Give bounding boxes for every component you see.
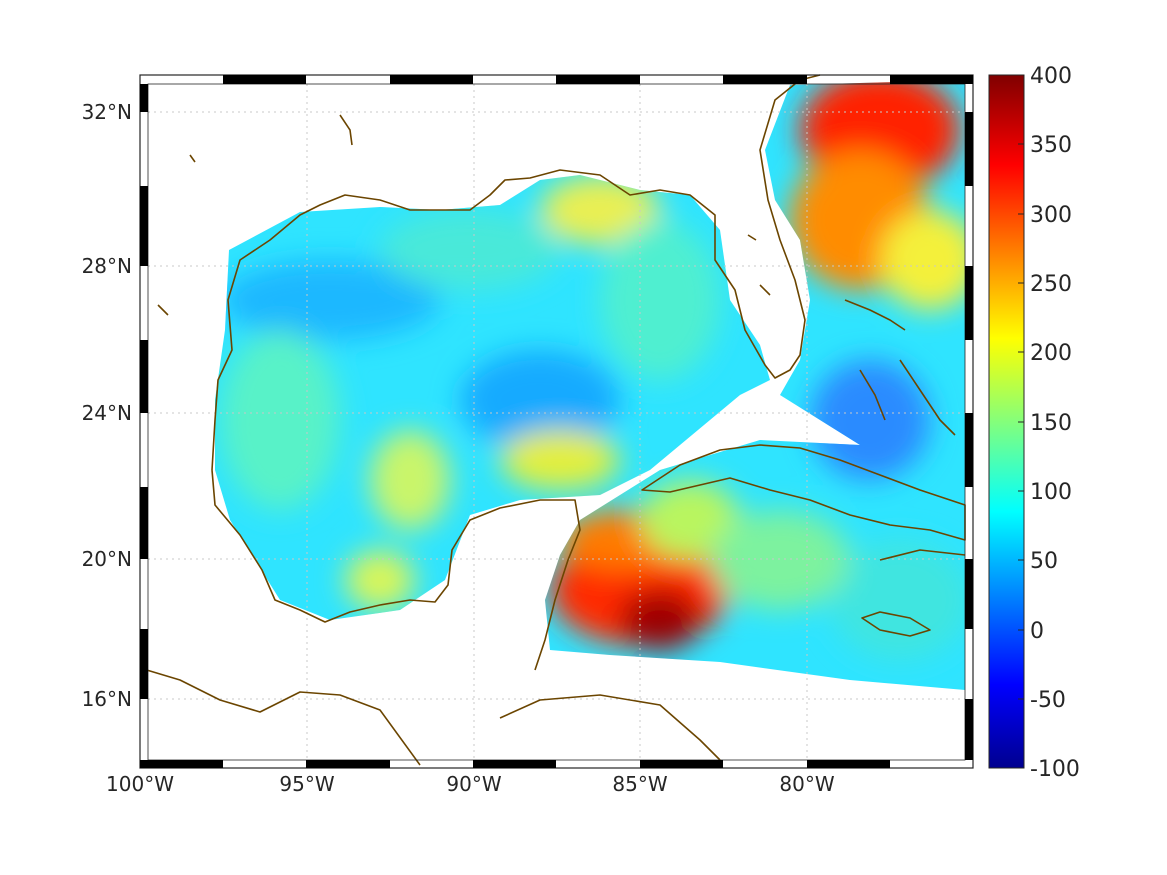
coastline-mexico bbox=[211, 469, 581, 671]
colorbar-tick-label: 250 bbox=[1030, 272, 1072, 297]
coastline-honduras bbox=[499, 694, 721, 761]
y-tick-label: 16°N bbox=[82, 687, 132, 711]
coastline-central-america bbox=[139, 667, 421, 766]
x-tick-label: 80°W bbox=[779, 772, 834, 796]
x-tick-labels: 100°W 95°W 90°W 85°W 80°W bbox=[106, 772, 835, 796]
coastline-bahamas bbox=[844, 299, 956, 436]
colorbar: 400 350 300 250 200 150 100 50 0 -50 -10… bbox=[988, 64, 1080, 782]
x-tick-label: 90°W bbox=[446, 772, 501, 796]
colorbar-tick-label: 300 bbox=[1030, 203, 1072, 228]
frame-segments-horizontal bbox=[140, 75, 973, 768]
coastline-us-gulf bbox=[211, 74, 821, 471]
colorbar-tick-label: 0 bbox=[1030, 619, 1044, 644]
colorbar-ticks bbox=[1018, 143, 1024, 700]
colorbar-tick-label: 400 bbox=[1030, 64, 1072, 89]
y-tick-label: 28°N bbox=[82, 254, 132, 278]
colorbar-tick-label: 50 bbox=[1030, 549, 1058, 574]
coastline-islands bbox=[157, 114, 771, 316]
y-tick-labels: 32°N 28°N 24°N 20°N 16°N bbox=[82, 100, 132, 711]
y-tick-label: 32°N bbox=[82, 100, 132, 124]
x-tick-label: 100°W bbox=[106, 772, 174, 796]
colorbar-tick-label: 150 bbox=[1030, 411, 1072, 436]
colorbar-tick-label: -100 bbox=[1030, 757, 1080, 782]
frame-segments-vertical bbox=[140, 84, 973, 760]
colorbar-tick-label: 100 bbox=[1030, 480, 1072, 505]
y-tick-label: 24°N bbox=[82, 401, 132, 425]
colorbar-tick-labels: 400 350 300 250 200 150 100 50 0 -50 -10… bbox=[1030, 64, 1080, 782]
data-field bbox=[215, 80, 965, 690]
x-tick-label: 95°W bbox=[279, 772, 334, 796]
x-tick-label: 85°W bbox=[612, 772, 667, 796]
coastline-hispaniola bbox=[879, 549, 966, 561]
colorbar-tick-label: -50 bbox=[1030, 688, 1066, 713]
coastline-jamaica bbox=[861, 611, 931, 637]
y-tick-label: 20°N bbox=[82, 547, 132, 571]
colorbar-tick-label: 200 bbox=[1030, 341, 1072, 366]
colorbar-tick-label: 350 bbox=[1030, 133, 1072, 158]
